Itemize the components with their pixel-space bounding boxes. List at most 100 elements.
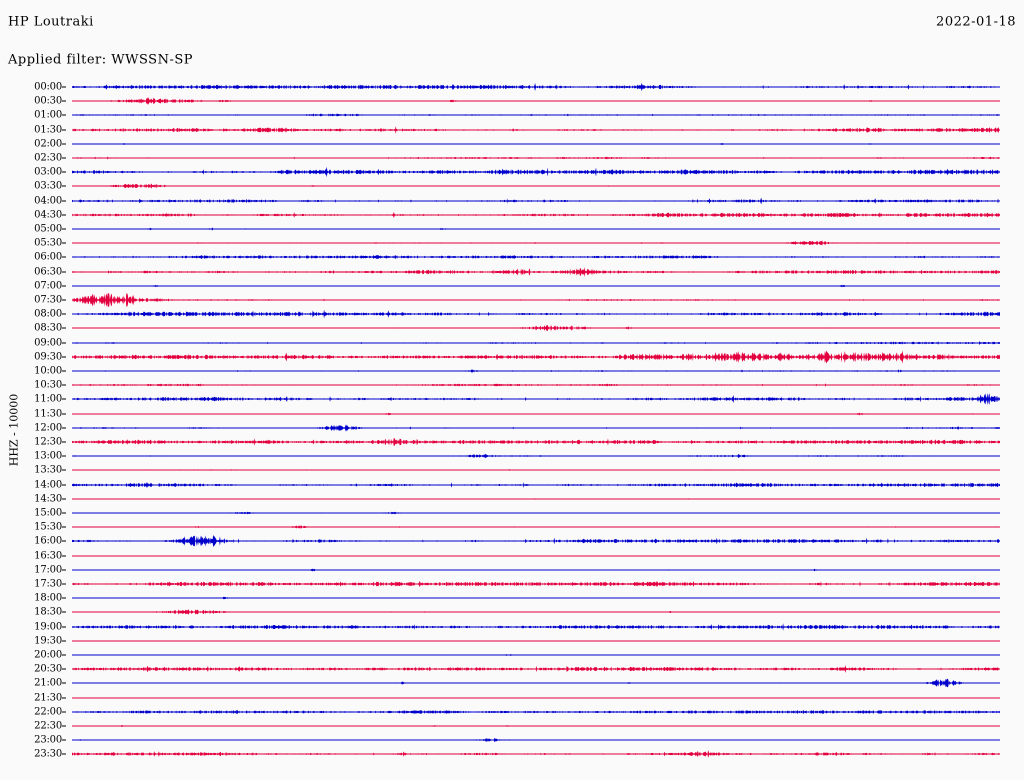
- trace-row: 05:00: [0, 222, 1024, 236]
- waveform-trace: [72, 194, 1000, 208]
- waveform-trace: [72, 634, 1000, 648]
- trace-row: 01:00: [0, 108, 1024, 122]
- trace-row: 16:30: [0, 549, 1024, 563]
- axis-tick: [62, 512, 66, 514]
- axis-tick: [62, 271, 66, 273]
- trace-row: 03:30: [0, 179, 1024, 193]
- waveform-trace: [72, 591, 1000, 605]
- waveform-trace: [72, 350, 1000, 364]
- time-label: 15:00: [34, 507, 62, 519]
- axis-tick: [62, 484, 66, 486]
- trace-row: 07:00: [0, 279, 1024, 293]
- helicorder-plot: 00:00 00:30 01:00 01:30 02:00 02:30 03:00 03:30…: [0, 80, 1024, 772]
- axis-tick: [62, 313, 66, 315]
- waveform-trace: [72, 80, 1000, 94]
- axis-tick: [62, 384, 66, 386]
- trace-row: 09:00: [0, 336, 1024, 350]
- waveform-trace: [72, 108, 1000, 122]
- time-label: 19:00: [34, 621, 62, 633]
- axis-tick: [62, 668, 66, 670]
- waveform-trace: [72, 506, 1000, 520]
- waveform-trace: [72, 123, 1000, 137]
- waveform-trace: [72, 307, 1000, 321]
- axis-tick: [62, 711, 66, 713]
- trace-row: 18:00: [0, 591, 1024, 605]
- time-label: 11:00: [34, 393, 62, 405]
- axis-tick: [62, 441, 66, 443]
- waveform-trace: [72, 747, 1000, 761]
- axis-tick: [62, 498, 66, 500]
- trace-row: 20:30: [0, 662, 1024, 676]
- time-label: 01:30: [34, 124, 62, 136]
- time-label: 22:00: [34, 706, 62, 718]
- time-label: 17:30: [34, 578, 62, 590]
- axis-tick: [62, 540, 66, 542]
- waveform-trace: [72, 165, 1000, 179]
- trace-row: 15:00: [0, 506, 1024, 520]
- time-label: 13:00: [34, 450, 62, 462]
- trace-row: 13:00: [0, 449, 1024, 463]
- trace-row: 10:00: [0, 364, 1024, 378]
- trace-row: 08:30: [0, 321, 1024, 335]
- waveform-trace: [72, 605, 1000, 619]
- trace-row: 13:30: [0, 463, 1024, 477]
- trace-row: 04:30: [0, 208, 1024, 222]
- time-label: 02:00: [34, 138, 62, 150]
- axis-tick: [62, 256, 66, 258]
- trace-row: 16:00: [0, 534, 1024, 548]
- trace-row: 19:30: [0, 634, 1024, 648]
- axis-tick: [62, 526, 66, 528]
- waveform-trace: [72, 179, 1000, 193]
- station-title: HP Loutraki: [8, 14, 94, 30]
- waveform-trace: [72, 407, 1000, 421]
- trace-row: 00:00: [0, 80, 1024, 94]
- waveform-trace: [72, 563, 1000, 577]
- trace-row: 03:00: [0, 165, 1024, 179]
- axis-tick: [62, 285, 66, 287]
- waveform-trace: [72, 293, 1000, 307]
- axis-tick: [62, 114, 66, 116]
- time-label: 07:00: [34, 280, 62, 292]
- axis-tick: [62, 682, 66, 684]
- trace-row: 15:30: [0, 520, 1024, 534]
- waveform-trace: [72, 279, 1000, 293]
- time-label: 23:00: [34, 734, 62, 746]
- axis-tick: [62, 342, 66, 344]
- waveform-trace: [72, 151, 1000, 165]
- waveform-trace: [72, 208, 1000, 222]
- time-label: 05:30: [34, 237, 62, 249]
- waveform-trace: [72, 137, 1000, 151]
- waveform-trace: [72, 662, 1000, 676]
- time-label: 22:30: [34, 720, 62, 732]
- applied-filter-label: Applied filter: WWSSN-SP: [8, 52, 193, 68]
- waveform-trace: [72, 534, 1000, 548]
- waveform-trace: [72, 236, 1000, 250]
- waveform-trace: [72, 222, 1000, 236]
- time-label: 09:30: [34, 351, 62, 363]
- waveform-trace: [72, 676, 1000, 690]
- axis-tick: [62, 583, 66, 585]
- axis-tick: [62, 327, 66, 329]
- time-label: 12:00: [34, 422, 62, 434]
- waveform-trace: [72, 321, 1000, 335]
- trace-row: 23:30: [0, 747, 1024, 761]
- axis-tick: [62, 398, 66, 400]
- axis-tick: [62, 185, 66, 187]
- trace-row: 07:30: [0, 293, 1024, 307]
- waveform-trace: [72, 719, 1000, 733]
- trace-row: 18:30: [0, 605, 1024, 619]
- trace-row: 06:30: [0, 265, 1024, 279]
- waveform-trace: [72, 250, 1000, 264]
- axis-tick: [62, 228, 66, 230]
- axis-tick: [62, 455, 66, 457]
- trace-row: 11:30: [0, 407, 1024, 421]
- waveform-trace: [72, 520, 1000, 534]
- waveform-trace: [72, 492, 1000, 506]
- time-label: 20:30: [34, 663, 62, 675]
- time-label: 23:30: [34, 748, 62, 760]
- axis-tick: [62, 597, 66, 599]
- waveform-trace: [72, 94, 1000, 108]
- time-label: 04:00: [34, 195, 62, 207]
- trace-row: 01:30: [0, 123, 1024, 137]
- trace-row: 09:30: [0, 350, 1024, 364]
